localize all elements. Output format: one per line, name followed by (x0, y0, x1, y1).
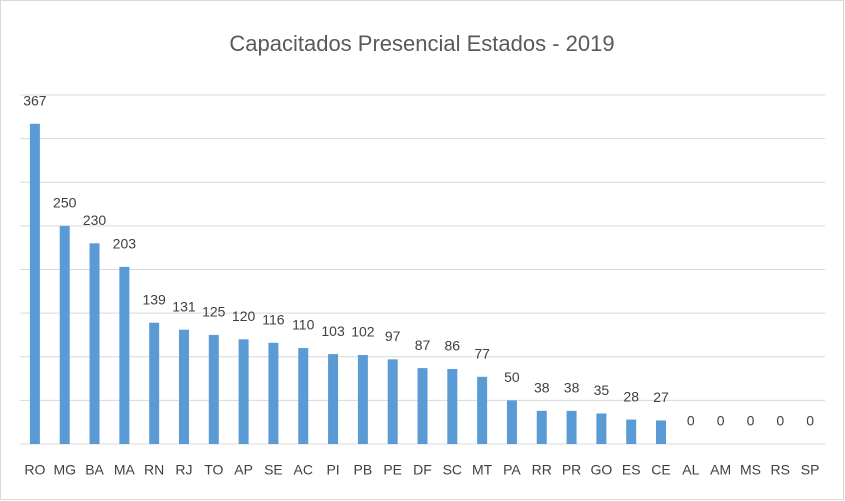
data-label: 131 (172, 298, 196, 314)
x-tick-label: SP (801, 462, 820, 478)
data-label: 0 (776, 413, 784, 429)
data-label: 77 (474, 346, 490, 362)
bar (357, 355, 368, 444)
x-tick-label: AL (682, 462, 699, 478)
x-tick-label: DF (413, 462, 432, 478)
data-label: 0 (747, 413, 755, 429)
bar (268, 342, 279, 444)
x-tick-label: SC (443, 462, 462, 478)
x-tick-label: RO (24, 462, 45, 478)
x-tick-label: MT (472, 462, 493, 478)
data-label: 120 (232, 308, 256, 324)
bar (387, 359, 398, 444)
x-tick-label: TO (204, 462, 223, 478)
x-tick-label: PR (562, 462, 581, 478)
bar (119, 266, 130, 444)
x-tick-label: MS (740, 462, 761, 478)
x-tick-label: PI (326, 462, 339, 478)
bar (178, 329, 189, 444)
bar (238, 339, 249, 444)
x-tick-label: RS (771, 462, 790, 478)
data-label: 367 (23, 92, 47, 108)
data-label: 116 (262, 311, 285, 327)
bar (29, 123, 40, 444)
bar (298, 348, 309, 444)
x-tick-label: RR (532, 462, 552, 478)
bar (328, 354, 339, 444)
bar (656, 420, 667, 444)
data-label: 102 (351, 324, 375, 340)
data-label: 125 (202, 304, 226, 320)
data-label: 38 (564, 380, 580, 396)
x-tick-label: BA (85, 462, 104, 478)
bar (477, 376, 488, 444)
data-label: 35 (594, 382, 610, 398)
bar (536, 410, 547, 444)
x-tick-label: PE (383, 462, 402, 478)
data-label: 27 (653, 389, 669, 405)
data-label: 86 (445, 338, 461, 354)
bar (506, 400, 517, 444)
chart-title: Capacitados Presencial Estados - 2019 (229, 31, 614, 56)
bar (149, 322, 160, 444)
x-tick-label: ES (622, 462, 641, 478)
x-tick-label: AM (710, 462, 731, 478)
data-label: 97 (385, 328, 401, 344)
bar (59, 225, 70, 444)
data-label: 250 (53, 195, 77, 211)
x-tick-label: MA (114, 462, 136, 478)
data-label: 0 (806, 413, 814, 429)
data-label: 203 (113, 236, 137, 252)
bar (566, 410, 577, 444)
x-tick-label: RJ (175, 462, 192, 478)
data-label: 87 (415, 337, 431, 353)
bar (447, 368, 458, 444)
data-label: 0 (717, 413, 725, 429)
x-tick-label: AP (234, 462, 253, 478)
bar (596, 413, 607, 444)
data-label: 103 (321, 323, 345, 339)
data-label: 38 (534, 380, 550, 396)
bar (89, 243, 100, 444)
x-tick-label: PB (354, 462, 373, 478)
x-tick-label: GO (590, 462, 612, 478)
x-tick-label: CE (651, 462, 670, 478)
bar (208, 334, 219, 444)
data-label: 28 (623, 388, 639, 404)
data-label: 0 (687, 413, 695, 429)
data-label: 230 (83, 212, 107, 228)
bar (417, 368, 428, 444)
data-label: 110 (292, 317, 315, 333)
data-label: 139 (142, 291, 166, 307)
x-tick-label: PA (503, 462, 521, 478)
x-tick-label: AC (294, 462, 313, 478)
data-label: 50 (504, 369, 520, 385)
x-tick-label: MG (53, 462, 76, 478)
bar (626, 419, 637, 444)
x-tick-label: RN (144, 462, 164, 478)
x-tick-label: SE (264, 462, 283, 478)
